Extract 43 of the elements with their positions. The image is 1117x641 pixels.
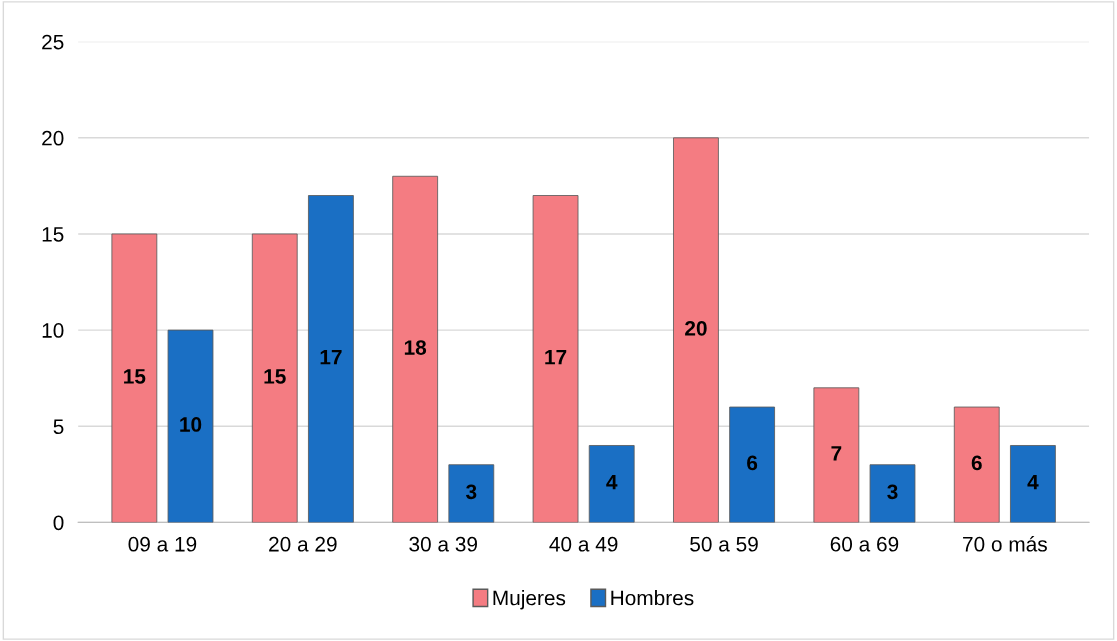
bar — [1010, 445, 1056, 523]
bar — [588, 445, 635, 523]
bar — [448, 464, 495, 523]
data-label: 18 — [404, 340, 427, 355]
x-tick-label: 70 o más — [963, 536, 1047, 552]
bar — [869, 464, 916, 523]
bar — [308, 195, 354, 523]
x-tick-label: 30 a 39 — [409, 536, 477, 552]
x-tick-label: 50 a 59 — [690, 536, 758, 552]
y-tick-label: 25 — [42, 34, 64, 50]
y-tick-label: 0 — [53, 515, 64, 531]
bar — [953, 406, 1000, 523]
bar — [167, 329, 214, 523]
x-tick-label: 60 a 69 — [830, 536, 899, 552]
data-label: 17 — [545, 350, 567, 365]
data-label: 15 — [124, 369, 146, 384]
y-tick-label: 20 — [42, 130, 64, 146]
data-label: 17 — [320, 350, 342, 365]
x-tick-label: 40 a 49 — [549, 536, 618, 552]
y-tick-label: 15 — [42, 227, 64, 242]
data-label: 10 — [180, 417, 202, 432]
legend-label: Hombres — [611, 590, 694, 606]
bar — [729, 406, 775, 523]
bar — [813, 387, 860, 523]
bar — [392, 175, 439, 523]
data-label: 15 — [264, 369, 286, 384]
data-label: 3 — [466, 484, 477, 500]
data-label: 7 — [831, 446, 842, 461]
bar — [111, 233, 158, 523]
x-tick-label: 20 a 29 — [269, 536, 337, 552]
data-label: 3 — [887, 484, 898, 500]
y-tick-label: 10 — [42, 323, 64, 338]
data-label: 20 — [685, 320, 707, 336]
data-label: 6 — [971, 455, 982, 471]
data-label: 4 — [1027, 475, 1039, 490]
bar — [673, 137, 719, 523]
y-tick-label: 5 — [53, 419, 64, 435]
bar — [532, 195, 579, 523]
bar — [251, 233, 298, 523]
legend-label: Mujeres — [493, 590, 566, 610]
data-label: 4 — [606, 475, 618, 490]
data-label: 6 — [747, 455, 758, 471]
x-tick-label: 09 a 19 — [128, 536, 197, 552]
